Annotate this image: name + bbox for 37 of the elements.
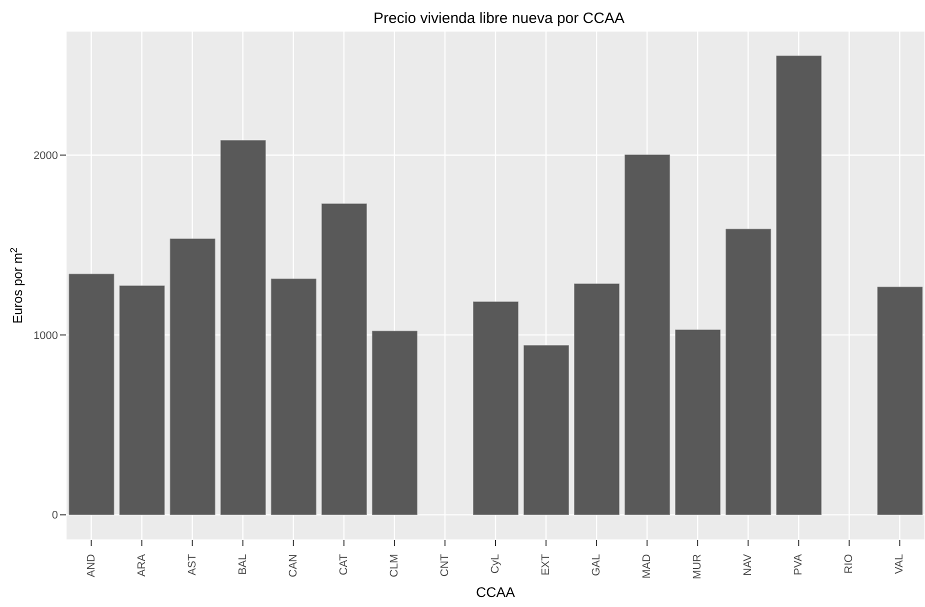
x-tick-label: CyL	[490, 554, 502, 574]
y-tick-label: 1000	[34, 330, 58, 342]
x-tick-label: CNT	[438, 554, 451, 577]
bar	[624, 154, 670, 516]
x-tick-label: NAV	[742, 553, 754, 576]
x-tick-label: CLM	[388, 554, 400, 578]
x-axis-title: CCAA	[476, 584, 516, 600]
x-tick-label: RIO	[843, 554, 856, 574]
bar	[776, 56, 822, 516]
bar	[574, 283, 620, 516]
x-tick-label: PVA	[792, 553, 805, 576]
bar	[68, 274, 114, 516]
x-tick-label: AST	[186, 554, 198, 576]
x-tick-label: EXT	[540, 554, 552, 576]
bar	[170, 238, 216, 516]
x-tick-label: BAL	[236, 554, 249, 575]
bar	[270, 278, 316, 516]
x-tick-label: AND	[85, 554, 98, 578]
x-tick-label: ARA	[136, 553, 148, 577]
x-tick-label: CAN	[287, 554, 300, 578]
x-tick-label: MAD	[641, 554, 654, 578]
bar	[877, 286, 923, 516]
bar	[321, 203, 367, 516]
y-tick-label: 2000	[34, 150, 58, 162]
chart-title: Precio vivienda libre nueva por CCAA	[372, 10, 626, 27]
bar	[119, 285, 165, 516]
bar	[675, 329, 721, 516]
bar	[472, 301, 518, 516]
x-tick-label: CAT	[338, 554, 350, 576]
bar	[524, 345, 570, 516]
x-tick-label: VAL	[894, 554, 906, 574]
bar	[372, 330, 418, 516]
y-tick-label: 0	[52, 510, 58, 522]
bar	[220, 140, 266, 516]
x-tick-label: GAL	[590, 554, 603, 576]
bar	[726, 228, 772, 516]
x-tick-label: MUR	[692, 554, 704, 580]
